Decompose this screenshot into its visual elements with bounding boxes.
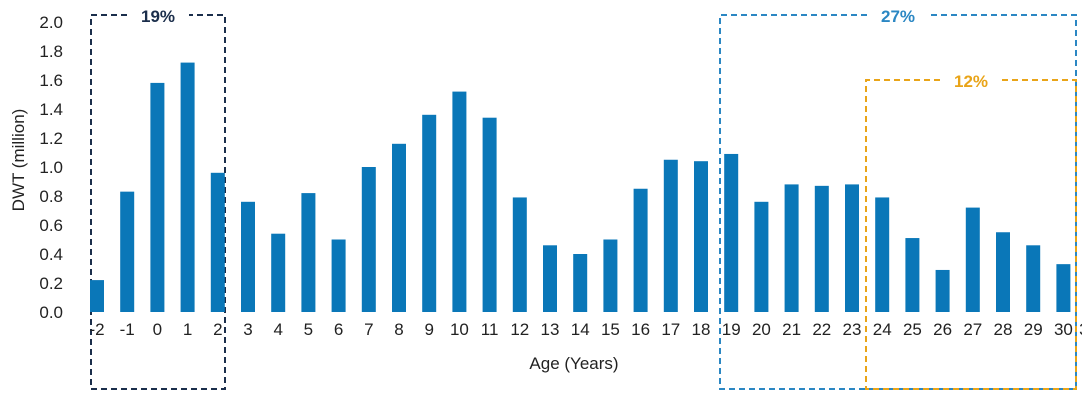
x-tick-label: 1	[183, 320, 192, 339]
bar	[301, 193, 316, 312]
x-tick-label: 28	[994, 320, 1013, 339]
x-tick-label: 7	[364, 320, 373, 339]
x-tick-label: 9	[424, 320, 433, 339]
x-tick-label: 19	[722, 320, 741, 339]
bracket-outline	[865, 79, 1077, 390]
bar	[1056, 264, 1071, 312]
bar	[120, 191, 135, 312]
x-tick-label: 6	[334, 320, 343, 339]
bar	[90, 280, 104, 312]
x-tick-label: 0	[153, 320, 162, 339]
bar	[150, 82, 165, 313]
bar	[392, 143, 406, 312]
x-tick-label: 21	[782, 320, 801, 339]
x-tick-label: 16	[631, 320, 650, 339]
bar	[1026, 245, 1041, 312]
x-tick-label: 18	[692, 320, 711, 339]
bar	[241, 201, 255, 312]
x-tick-label: 15	[601, 320, 620, 339]
y-tick-label: 0.6	[39, 216, 63, 235]
x-tick-label: 30	[1054, 320, 1073, 339]
bar	[210, 172, 225, 312]
bar	[784, 184, 799, 312]
bar	[271, 233, 286, 312]
bar	[935, 269, 950, 312]
x-tick-label: 22	[812, 320, 831, 339]
bars	[90, 62, 1071, 313]
bar	[482, 117, 497, 312]
x-tick-label: 12	[510, 320, 529, 339]
bar	[663, 159, 678, 312]
bar	[573, 254, 588, 312]
y-tick-label: 0.4	[39, 245, 63, 264]
x-tick-label: 13	[541, 320, 560, 339]
y-tick-label: 0.2	[39, 274, 63, 293]
x-tick-label: 14	[571, 320, 590, 339]
bar	[452, 91, 467, 312]
x-tick-label: 17	[661, 320, 680, 339]
y-tick-label: 0.8	[39, 187, 63, 206]
bar	[996, 232, 1010, 312]
bar	[965, 207, 980, 312]
x-tick-label: 3	[243, 320, 252, 339]
x-tick-label: -1	[120, 320, 135, 339]
y-tick-label: 1.8	[39, 42, 63, 61]
bar	[603, 239, 618, 312]
y-tick-label: 1.2	[39, 129, 63, 148]
bar	[543, 245, 557, 312]
bracket-outline	[90, 14, 226, 390]
y-axis-ticks: 0.0 0.2 0.4 0.6 0.8 1.0 1.2 1.4 1.6 1.8 2.0	[39, 13, 63, 322]
x-tick-label: 10	[450, 320, 469, 339]
bracket-label: 19%	[141, 7, 175, 26]
x-tick-label: 31+	[1079, 320, 1082, 339]
x-axis-label: Age (Years)	[529, 354, 618, 373]
x-tick-label: 27	[963, 320, 982, 339]
bar	[633, 188, 648, 312]
x-tick-label: 24	[873, 320, 892, 339]
bar	[905, 238, 920, 312]
bracket-label: 12%	[954, 72, 988, 91]
y-axis-label: DWT (million)	[9, 109, 28, 212]
bar	[875, 197, 890, 312]
x-tick-label: 29	[1024, 320, 1043, 339]
y-tick-label: 1.6	[39, 71, 63, 90]
bar	[724, 153, 739, 312]
age-bracket-box: 19%	[90, 7, 226, 390]
bar	[361, 167, 376, 312]
age-bracket-box: 12%	[865, 72, 1077, 390]
x-tick-label: 11	[481, 320, 499, 339]
bar	[331, 239, 346, 312]
bar	[180, 62, 195, 312]
bracket-outline	[719, 14, 1077, 390]
y-tick-label: 0.0	[39, 303, 63, 322]
age-bracket-box: 27%	[719, 7, 1077, 390]
bar	[694, 161, 708, 312]
y-tick-label: 1.4	[39, 100, 63, 119]
x-tick-label: 2	[213, 320, 222, 339]
x-tick-label: 8	[394, 320, 403, 339]
bar	[814, 185, 829, 312]
bar	[754, 201, 769, 312]
bar	[512, 197, 527, 312]
x-axis-ticks: -2 -1 0 1 2 3 4 5 6 7 8 9 10 11 12 13 14 15 16 17 18 19 20 21 22…	[89, 320, 1082, 339]
x-tick-label: 23	[843, 320, 862, 339]
age-bracket-boxes: 19% 27% 12%	[90, 7, 1077, 390]
bracket-label: 27%	[881, 7, 915, 26]
bar	[845, 184, 859, 312]
y-tick-label: 2.0	[39, 13, 63, 32]
bar	[422, 114, 437, 312]
x-tick-label: 26	[933, 320, 952, 339]
y-tick-label: 1.0	[39, 158, 63, 177]
x-tick-label: 5	[304, 320, 313, 339]
x-tick-label: 20	[752, 320, 771, 339]
x-tick-label: -2	[89, 320, 104, 339]
x-tick-label: 25	[903, 320, 922, 339]
x-tick-label: 4	[273, 320, 282, 339]
